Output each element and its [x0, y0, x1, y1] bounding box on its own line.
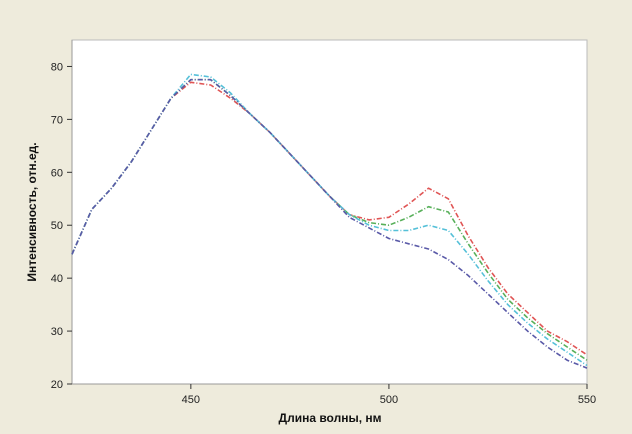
series-line-4	[71, 78, 588, 369]
y-tick-label: 60	[51, 167, 63, 179]
x-ticks: 450 500 550	[182, 384, 596, 406]
y-tick-label: 50	[51, 220, 63, 232]
x-tick-label: 500	[380, 394, 398, 406]
y-axis-title: Интенсивность, отн.ед.	[25, 142, 39, 281]
y-tick-label: 30	[51, 326, 63, 338]
x-tick-label: 450	[182, 394, 200, 406]
y-tick-label: 80	[51, 61, 63, 73]
y-ticks: 20 30 40 50 60 70 80	[51, 61, 72, 391]
y-tick-label: 70	[51, 114, 63, 126]
y-tick-label: 40	[51, 273, 63, 285]
x-axis-title: Длина волны, нм	[279, 411, 382, 425]
x-tick-label: 550	[578, 394, 596, 406]
y-tick-label: 20	[51, 379, 63, 391]
plot-area	[71, 39, 588, 385]
series-group	[71, 73, 588, 369]
